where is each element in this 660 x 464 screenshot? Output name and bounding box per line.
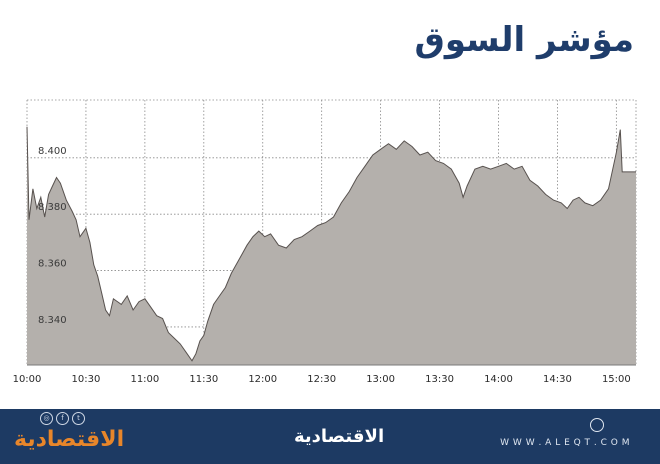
twitter-icon[interactable]: t: [72, 412, 85, 425]
x-tick-label-0: 10:00: [13, 374, 42, 385]
x-tick-label-3: 11:30: [189, 374, 218, 385]
x-tick-labels: 10:00 10:30 11:00 11:30 12:00 12:30 13:00 13:30…: [13, 374, 631, 385]
x-tick-label-8: 14:00: [484, 374, 513, 385]
brand-logo: الاقتصادية: [14, 427, 125, 452]
y-tick-label-0: 8.340: [38, 315, 67, 326]
x-tick-label-10: 15:00: [602, 374, 631, 385]
x-tick-label-9: 14:30: [543, 374, 572, 385]
x-tick-label-5: 12:30: [307, 374, 336, 385]
y-tick-labels: 8.340 8.360 8.380 8.400: [38, 146, 67, 326]
facebook-icon[interactable]: f: [56, 412, 69, 425]
x-tick-label-6: 13:00: [366, 374, 395, 385]
x-tick-label-4: 12:00: [248, 374, 277, 385]
footer-bar: ◎ f t الاقتصادية الاقتصادية W W W . A L …: [0, 409, 660, 464]
x-tick-label-7: 13:30: [425, 374, 454, 385]
seal-icon: [590, 418, 604, 432]
chart-title: مؤشر السوق: [414, 20, 634, 60]
y-tick-label-1: 8.360: [38, 259, 67, 270]
website-url[interactable]: W W W . A L E Q T . C O M: [500, 438, 630, 448]
index-line: [26, 126, 636, 362]
y-tick-label-3: 8.400: [38, 146, 67, 157]
x-tick-label-1: 10:30: [72, 374, 101, 385]
instagram-icon[interactable]: ◎: [40, 412, 53, 425]
index-area: [27, 126, 636, 365]
center-brand-logo: الاقتصادية: [294, 426, 385, 447]
market-index-chart: 8.340 8.360 8.380 8.400 10:00 10:30 11:00 11:3…: [13, 99, 637, 385]
y-tick-label-2: 8.380: [38, 202, 67, 213]
x-tick-label-2: 11:00: [130, 374, 159, 385]
social-icons: ◎ f t: [40, 412, 85, 425]
